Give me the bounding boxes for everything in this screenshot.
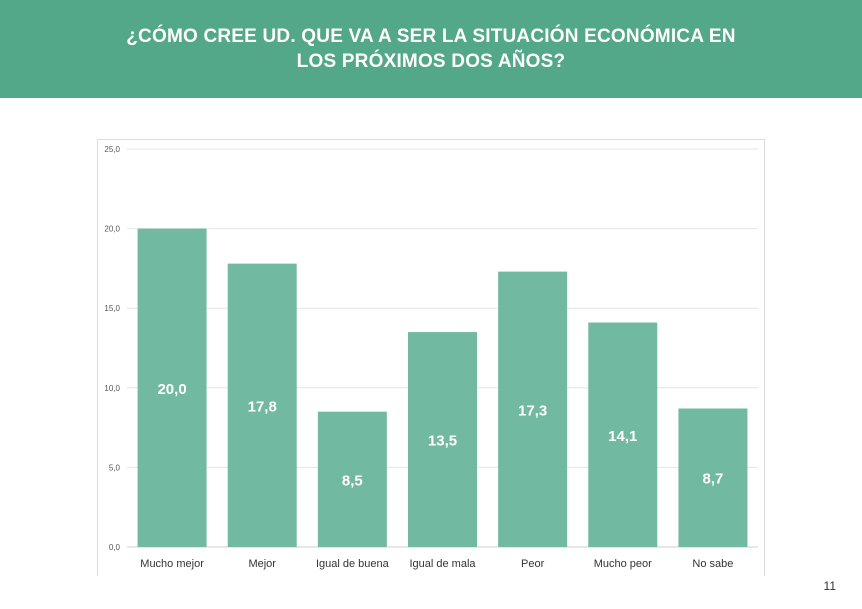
y-tick-label: 20,0 [104,225,120,234]
header-banner: ¿CÓMO CREE UD. QUE VA A SER LA SITUACIÓN… [0,0,862,98]
y-tick-label: 0,0 [109,543,121,552]
bar-value-label: 8,7 [702,471,723,488]
y-tick-label: 25,0 [104,145,120,154]
x-tick-label: Mucho peor [594,558,652,570]
x-tick-label: Peor [521,558,545,570]
x-tick-label: Mejor [248,558,276,570]
bar [137,228,207,547]
bar-value-label: 17,3 [518,402,547,419]
y-tick-label: 10,0 [104,384,120,393]
x-tick-label: Mucho mejor [140,558,204,570]
bar-value-label: 17,8 [248,398,277,415]
x-tick-label: Igual de mala [409,558,476,570]
bar-value-label: 14,1 [608,428,637,445]
y-tick-label: 15,0 [104,304,120,313]
bar [317,411,387,547]
bar [588,322,658,547]
bar-value-label: 13,5 [428,433,457,450]
page-title: ¿CÓMO CREE UD. QUE VA A SER LA SITUACIÓN… [126,26,736,72]
bar [498,271,568,547]
x-tick-label: Igual de buena [316,558,390,570]
x-tick-label: No sabe [692,558,733,570]
page-number: 11 [823,579,836,593]
chart-frame [97,139,765,576]
bar-value-label: 8,5 [342,472,363,489]
bar-value-label: 20,0 [157,381,186,398]
y-tick-label: 5,0 [109,463,121,472]
bar [678,408,748,547]
bar [408,332,477,547]
bar [227,263,297,547]
